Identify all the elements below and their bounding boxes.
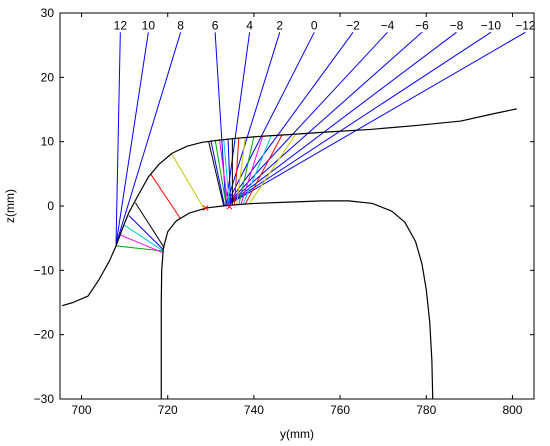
ray-line-2 [115,32,182,245]
contact-segment-20 [249,134,296,204]
y-tick-label-2: −10 [34,263,55,277]
y-tick-label-3: 0 [47,199,54,213]
contact-segment-11 [223,139,230,207]
x-axis-title: y(mm) [280,427,314,441]
ray-label-5: 2 [276,18,283,32]
y-tick-label-0: −30 [34,392,55,406]
contact-segment-5 [150,173,182,220]
contact-segment-18 [242,135,272,205]
wheel-profile-line [61,108,517,307]
x-tick-label-4: 780 [416,403,436,417]
ray-line-12 [225,31,526,207]
contact-segment-19 [244,134,283,205]
ray-line-7 [225,32,354,207]
contact-segment-14 [234,137,240,205]
contact-segment-10 [218,139,229,207]
ray-label-11: −10 [481,18,502,32]
ray-label-0: 12 [114,18,128,32]
plot-area [60,13,534,399]
x-tick-label-2: 740 [244,403,264,417]
y-tick-label-1: −20 [34,328,55,342]
ray-line-9 [225,31,423,207]
ray-line-8 [225,31,388,207]
x-tick-label-5: 800 [502,403,522,417]
contact-markers [202,203,233,211]
ray-line-0 [115,32,121,245]
normal-rays [115,31,526,245]
ray-label-10: −8 [450,18,464,32]
ray-label-4: 4 [246,18,253,32]
x-tick-label-3: 760 [330,403,350,417]
y-tick-label-6: 30 [41,6,55,20]
contact-marker-0 [202,205,209,211]
contact-segment-12 [227,138,232,206]
contact-segments [115,134,296,254]
contact-segment-7 [208,141,225,207]
ray-label-3: 6 [212,18,219,32]
x-axis-ticks: 700 720 740 760 780 800 [72,13,523,417]
ray-line-5 [225,32,281,207]
contact-segment-15 [236,137,246,205]
contact-marker-1 [226,203,233,210]
y-tick-label-4: 10 [41,135,55,149]
contact-segment-3 [128,215,164,251]
ray-label-1: 10 [142,18,156,32]
contact-segment-9 [214,139,227,207]
contact-segment-2 [124,224,164,252]
x-tick-label-0: 700 [72,403,92,417]
marker-stroke-b [202,205,209,211]
ray-line-10 [225,31,457,207]
contact-segment-6 [171,154,205,210]
ray-label-8: −4 [381,18,395,32]
contact-segment-17 [240,136,264,205]
marker-stroke-b [226,203,233,210]
ray-label-6: 0 [311,18,318,32]
contact-segment-1 [120,234,164,254]
y-tick-label-5: 20 [41,70,55,84]
ray-line-11 [225,31,492,207]
ray-label-2: 8 [177,18,184,32]
ray-labels: 12 10 8 6 4 2 0 −2 −4 −6 −8 −10 −12 [114,18,536,32]
ray-label-7: −2 [346,18,360,32]
y-axis-title: z(mm) [3,189,17,223]
x-tick-label-1: 720 [158,403,178,417]
contact-segment-8 [210,140,226,207]
ray-label-12: −12 [515,18,536,32]
rail-profile-line [160,200,434,400]
profiles [61,108,517,400]
ray-line-1 [115,32,149,245]
contact-segment-16 [238,136,255,205]
contact-segment-4 [134,202,165,249]
ray-label-9: −6 [415,18,429,32]
